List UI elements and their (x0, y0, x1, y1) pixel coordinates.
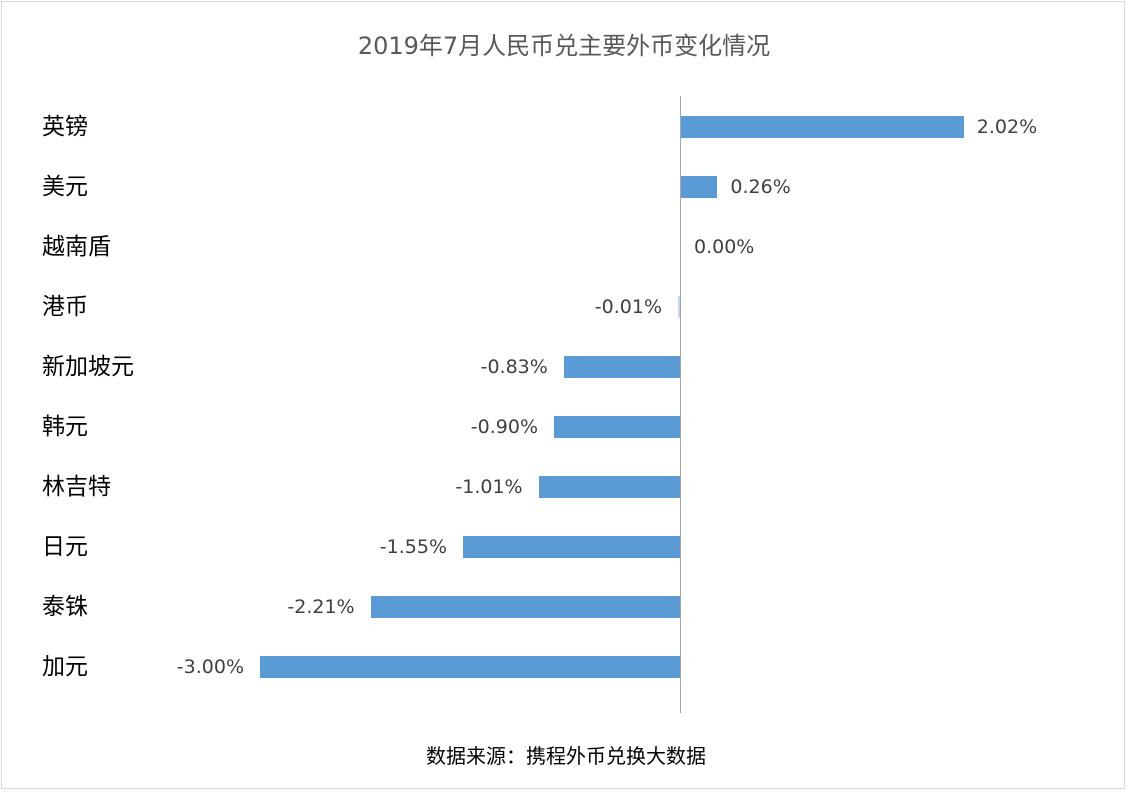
bar (554, 416, 680, 438)
value-label: -1.55% (379, 536, 447, 558)
value-label: -1.01% (455, 476, 523, 498)
bar (563, 356, 680, 378)
value-label: 0.26% (730, 176, 791, 198)
value-label: -0.90% (470, 416, 538, 438)
bar (681, 116, 964, 138)
category-label: 日元 (42, 534, 88, 560)
value-label: -0.01% (594, 296, 662, 318)
value-label: -2.21% (287, 596, 355, 618)
value-label: 2.02% (976, 116, 1038, 138)
zero-axis-line (680, 96, 681, 713)
category-label: 美元 (42, 174, 88, 200)
category-label: 林吉特 (42, 474, 111, 500)
category-label: 韩元 (42, 414, 88, 440)
chart-title: 2019年7月人民币兑主要外币变化情况 (357, 32, 771, 60)
value-label: -3.00% (176, 656, 244, 678)
category-label: 新加坡元 (42, 354, 134, 380)
source-note: 数据来源：携程外币兑换大数据 (426, 744, 706, 768)
category-label: 英镑 (42, 114, 88, 140)
value-label: 0.00% (694, 236, 755, 258)
category-label: 加元 (42, 654, 88, 680)
bar (678, 296, 680, 318)
value-label: -0.83% (480, 356, 548, 378)
category-label: 港币 (42, 294, 88, 320)
bar (463, 536, 680, 558)
bar (260, 656, 680, 678)
bar (681, 176, 718, 198)
bar (370, 596, 680, 618)
bar (538, 476, 680, 498)
category-label: 泰铢 (42, 594, 88, 620)
category-label: 越南盾 (42, 234, 111, 260)
